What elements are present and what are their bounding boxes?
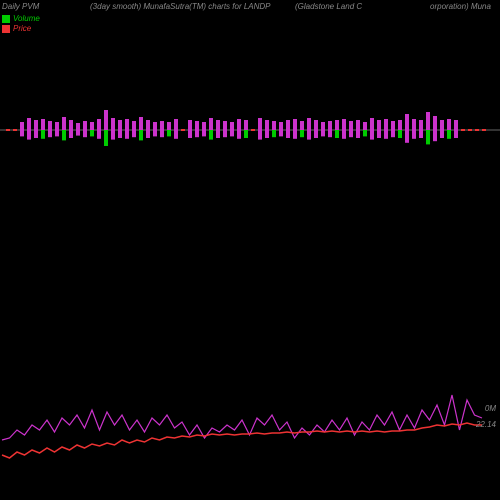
axis-label-volume: 0M <box>485 404 496 413</box>
axis-label-price: 22.14 <box>476 420 496 429</box>
price-volume-line-chart <box>0 0 500 500</box>
